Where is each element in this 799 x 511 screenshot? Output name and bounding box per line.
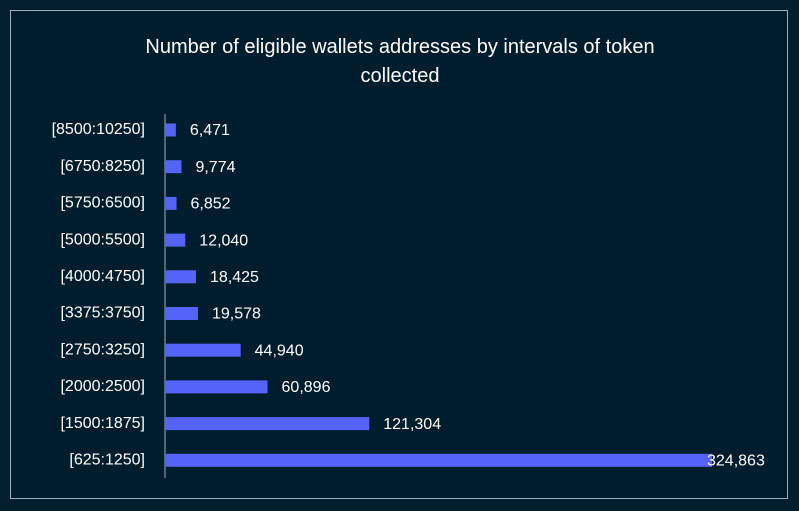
bar [165, 453, 712, 467]
data-label: 60,896 [282, 379, 331, 396]
data-label: 44,940 [255, 342, 304, 359]
bar [165, 417, 370, 431]
data-label: 6,852 [191, 196, 231, 213]
data-label: 18,425 [210, 269, 259, 286]
bar [165, 270, 197, 284]
bar [165, 380, 268, 394]
y-tick-label: [3375:3750] [60, 305, 145, 322]
bar [165, 196, 177, 210]
data-label: 121,304 [383, 416, 441, 433]
data-label: 12,040 [199, 232, 248, 249]
y-tick-label: [2000:2500] [60, 378, 145, 395]
chart-title: Number of eligible wallets addresses by … [145, 36, 655, 87]
y-tick-label: [5000:5500] [60, 231, 145, 248]
bar [165, 233, 186, 247]
bar [165, 343, 241, 357]
y-tick-label: [5750:6500] [60, 195, 145, 212]
bar [165, 123, 176, 137]
y-tick-label: [8500:10250] [52, 121, 145, 138]
y-tick-label: [625:1250] [69, 452, 145, 469]
y-tick-label: [2750:3250] [60, 341, 145, 358]
bar [165, 160, 182, 174]
data-label: 6,471 [190, 122, 230, 139]
bar [165, 307, 198, 320]
y-tick-label: [1500:1875] [60, 415, 145, 432]
data-label: 19,578 [212, 306, 261, 323]
y-tick-label: [4000:4750] [60, 268, 145, 285]
data-label: 9,774 [195, 159, 235, 176]
chart-panel [10, 10, 788, 499]
y-tick-label: [6750:8250] [60, 158, 145, 175]
data-label: 324,863 [707, 453, 765, 470]
